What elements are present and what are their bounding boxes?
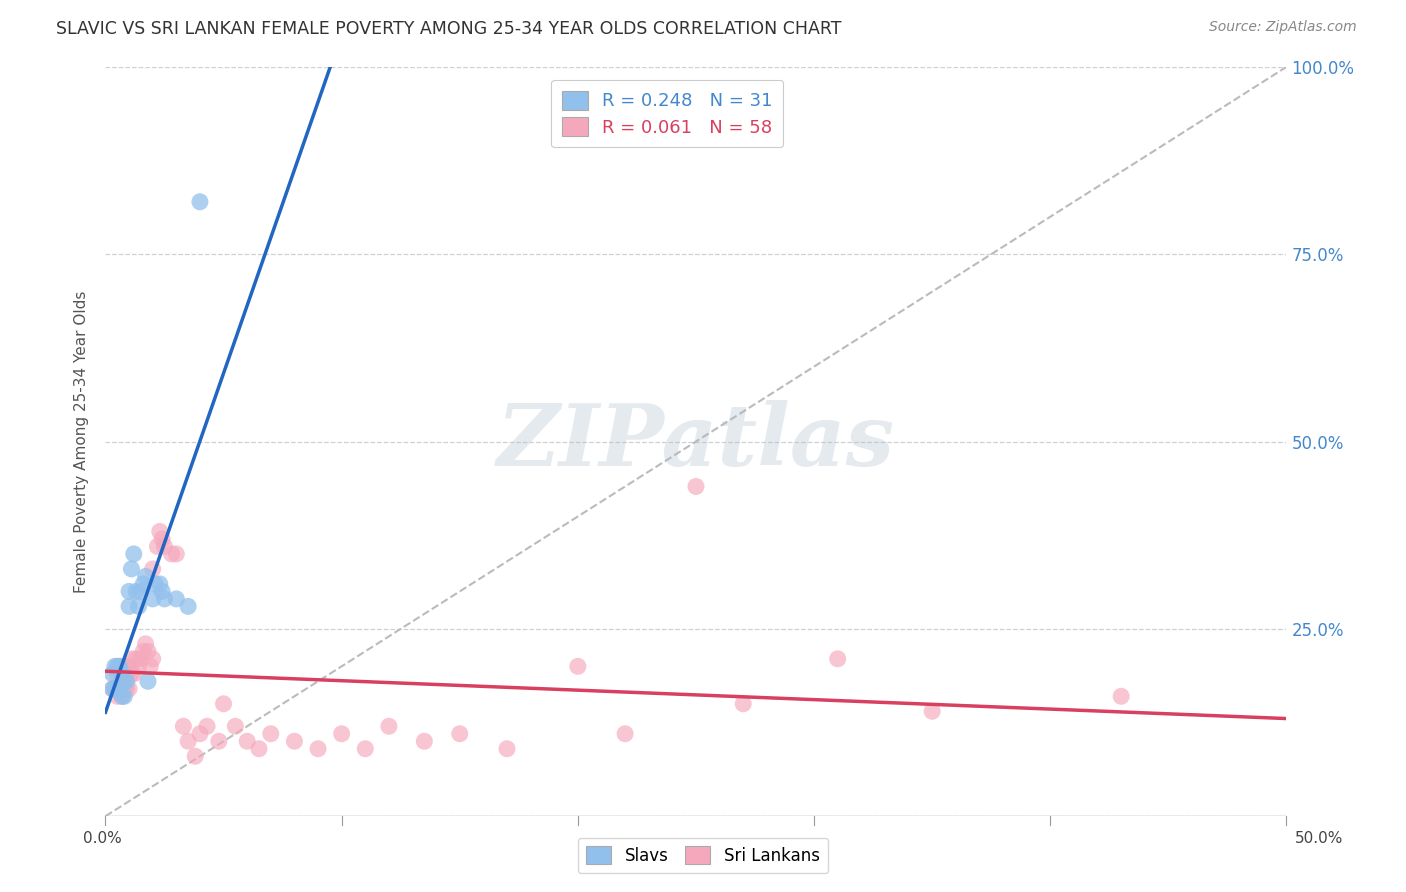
Point xyxy=(101,681,124,696)
Point xyxy=(142,591,165,606)
Point xyxy=(115,666,138,681)
Point xyxy=(188,727,211,741)
Point xyxy=(146,540,169,554)
Point xyxy=(449,727,471,741)
Point xyxy=(105,659,128,673)
Point xyxy=(111,666,134,681)
Point xyxy=(115,674,138,689)
Point xyxy=(142,652,165,666)
Point xyxy=(101,666,124,681)
Text: 0.0%: 0.0% xyxy=(83,831,122,846)
Y-axis label: Female Poverty Among 25-34 Year Olds: Female Poverty Among 25-34 Year Olds xyxy=(75,291,90,592)
Point xyxy=(224,719,246,733)
Point xyxy=(120,666,142,681)
Point xyxy=(172,719,194,733)
Point xyxy=(111,666,134,681)
Point xyxy=(184,749,207,764)
Legend: R = 0.248   N = 31, R = 0.061   N = 58: R = 0.248 N = 31, R = 0.061 N = 58 xyxy=(551,79,783,147)
Point xyxy=(132,644,155,658)
Point xyxy=(104,681,127,696)
Point xyxy=(120,562,142,576)
Text: Source: ZipAtlas.com: Source: ZipAtlas.com xyxy=(1209,20,1357,34)
Point xyxy=(111,690,134,704)
Point xyxy=(135,569,157,583)
Point xyxy=(165,591,187,606)
Point xyxy=(122,547,145,561)
Point xyxy=(128,599,150,614)
Point xyxy=(108,659,131,673)
Point xyxy=(177,599,200,614)
Point xyxy=(122,666,145,681)
Point xyxy=(195,719,218,733)
Point xyxy=(685,479,707,493)
Point xyxy=(112,690,135,704)
Point xyxy=(136,674,159,689)
Point xyxy=(118,659,141,673)
Point xyxy=(139,659,162,673)
Point xyxy=(149,577,172,591)
Point xyxy=(921,704,943,718)
Point xyxy=(142,562,165,576)
Point xyxy=(283,734,305,748)
Point xyxy=(115,681,138,696)
Point xyxy=(108,659,131,673)
Point xyxy=(104,681,127,696)
Point xyxy=(135,637,157,651)
Point xyxy=(118,584,141,599)
Point xyxy=(120,652,142,666)
Point xyxy=(567,659,589,673)
Point xyxy=(125,584,148,599)
Point xyxy=(153,591,176,606)
Point xyxy=(143,577,166,591)
Point xyxy=(307,741,329,756)
Point xyxy=(208,734,231,748)
Point xyxy=(128,659,150,673)
Point xyxy=(160,547,183,561)
Point xyxy=(330,727,353,741)
Point xyxy=(247,741,270,756)
Point xyxy=(129,652,152,666)
Text: ZIPatlas: ZIPatlas xyxy=(496,400,896,483)
Point xyxy=(118,599,141,614)
Point xyxy=(153,540,176,554)
Point xyxy=(105,690,128,704)
Point xyxy=(1109,690,1132,704)
Point xyxy=(132,577,155,591)
Point xyxy=(236,734,259,748)
Point xyxy=(112,674,135,689)
Point xyxy=(125,652,148,666)
Point xyxy=(111,690,134,704)
Point xyxy=(105,666,128,681)
Point xyxy=(112,659,135,673)
Point xyxy=(165,547,187,561)
Point xyxy=(150,532,173,546)
Point xyxy=(212,697,235,711)
Point xyxy=(108,681,131,696)
Point xyxy=(378,719,401,733)
Point xyxy=(496,741,519,756)
Point xyxy=(108,681,131,696)
Point xyxy=(733,697,755,711)
Point xyxy=(413,734,436,748)
Point xyxy=(118,681,141,696)
Point xyxy=(260,727,283,741)
Point xyxy=(129,584,152,599)
Text: 50.0%: 50.0% xyxy=(1295,831,1343,846)
Point xyxy=(136,644,159,658)
Point xyxy=(354,741,377,756)
Point xyxy=(177,734,200,748)
Point xyxy=(150,584,173,599)
Legend: Slavs, Sri Lankans: Slavs, Sri Lankans xyxy=(578,838,828,873)
Point xyxy=(188,194,211,209)
Point xyxy=(149,524,172,539)
Point xyxy=(101,681,124,696)
Point xyxy=(105,681,128,696)
Point xyxy=(112,681,135,696)
Text: SLAVIC VS SRI LANKAN FEMALE POVERTY AMONG 25-34 YEAR OLDS CORRELATION CHART: SLAVIC VS SRI LANKAN FEMALE POVERTY AMON… xyxy=(56,20,842,37)
Point xyxy=(104,659,127,673)
Point xyxy=(827,652,849,666)
Point xyxy=(614,727,637,741)
